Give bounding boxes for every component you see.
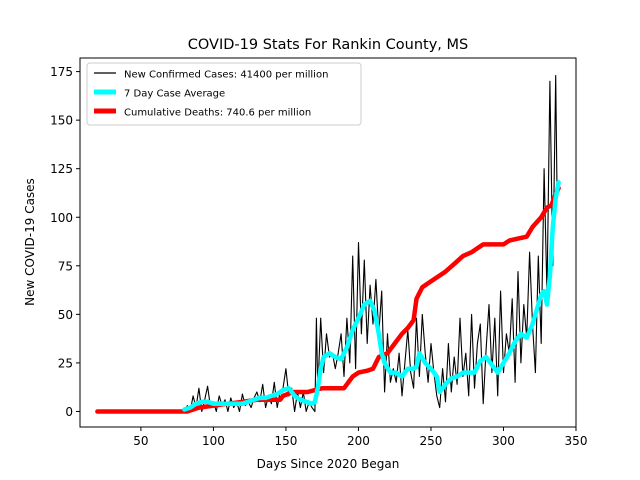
x-axis-label: Days Since 2020 Began: [257, 457, 400, 471]
series-line-cumulative-deaths: [95, 185, 561, 414]
y-tick-label: 0: [65, 405, 73, 419]
series-line-7day-average: [182, 180, 561, 412]
legend-box: [86, 62, 362, 126]
y-axis-ticks: 0 25 50 75 100 125 150 175: [50, 65, 80, 419]
axes-frame: [79, 57, 577, 428]
y-axis-label: New COVID-19 Cases: [23, 178, 37, 306]
y-tick-label: 125: [50, 162, 73, 176]
legend: New Confirmed Cases: 41400 per million 7…: [86, 62, 362, 126]
y-tick-label: 150: [50, 114, 73, 128]
plot-area: [95, 74, 561, 414]
y-tick-label: 25: [58, 356, 73, 370]
chart-title: COVID-19 Stats For Rankin County, MS: [188, 37, 468, 53]
legend-label-cases: New Confirmed Cases: 41400 per million: [124, 70, 328, 81]
legend-label-deaths: Cumulative Deaths: 740.6 per million: [124, 108, 311, 119]
x-tick-label: 50: [133, 434, 148, 448]
x-tick-label: 150: [274, 434, 297, 448]
x-tick-label: 200: [347, 434, 370, 448]
y-tick-label: 100: [50, 211, 73, 225]
legend-label-average: 7 Day Case Average: [124, 89, 225, 100]
y-tick-label: 75: [58, 259, 73, 273]
x-tick-label: 100: [202, 434, 225, 448]
y-tick-label: 175: [50, 65, 73, 79]
x-axis-ticks: 50 100 150 200 250 300 350: [133, 427, 587, 448]
x-tick-label: 250: [420, 434, 443, 448]
x-tick-label: 350: [565, 434, 588, 448]
x-tick-label: 300: [492, 434, 515, 448]
y-tick-label: 50: [58, 308, 73, 322]
